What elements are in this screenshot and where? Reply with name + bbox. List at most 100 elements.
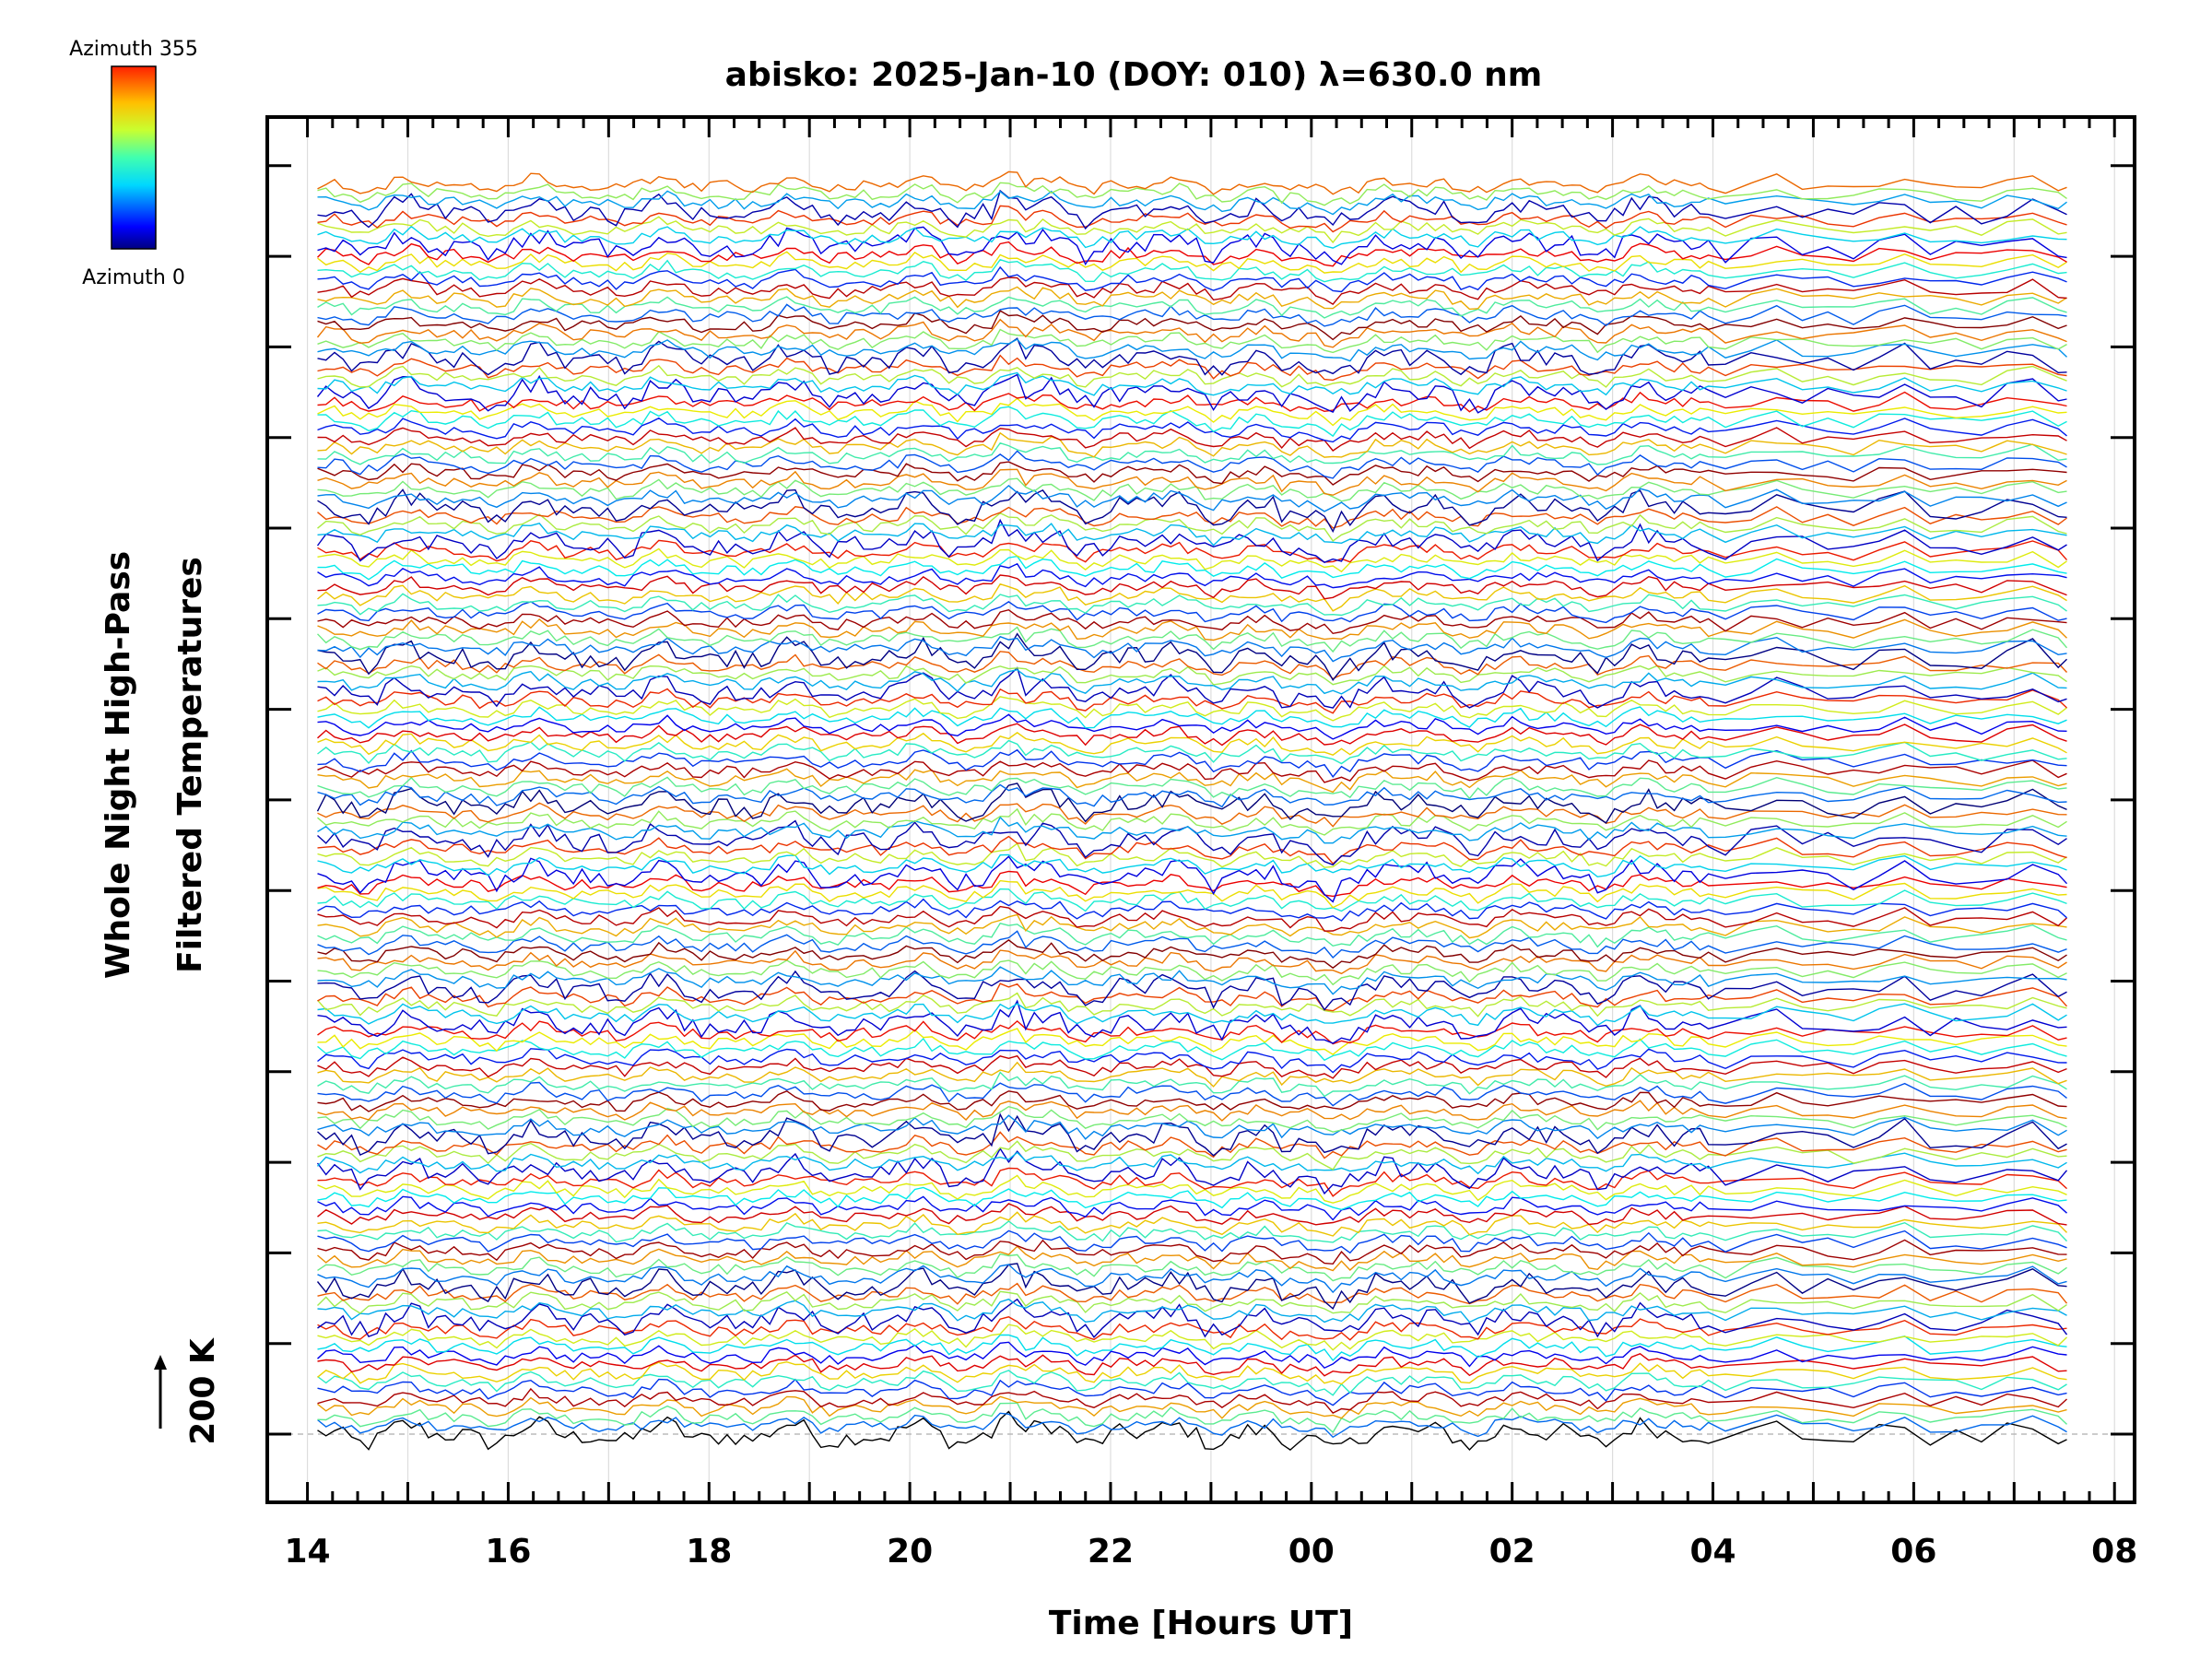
series-line <box>317 870 2067 898</box>
series-line <box>317 635 2067 663</box>
series-line <box>316 782 2067 824</box>
series-line <box>317 555 2067 581</box>
y-axis-label-line1: Whole Night High-Pass <box>100 551 137 979</box>
series-line <box>317 461 2067 486</box>
series-line <box>317 1037 2067 1062</box>
series-line <box>317 1140 2067 1171</box>
series-line <box>317 328 2067 354</box>
series-line <box>317 1028 2067 1055</box>
series-line <box>317 1105 2067 1133</box>
series-line <box>317 225 2067 249</box>
series-line <box>317 1220 2068 1243</box>
series-line <box>317 1100 2067 1122</box>
series-line <box>317 547 2067 573</box>
series-line <box>317 484 2067 512</box>
series-line <box>317 226 2067 266</box>
series-line <box>317 265 2067 293</box>
series-line <box>317 1090 2067 1112</box>
series-line <box>317 1167 2067 1197</box>
series-line <box>317 1298 2067 1324</box>
series-line <box>317 397 2067 427</box>
series-line <box>317 182 2067 206</box>
series-line <box>317 999 2067 1044</box>
series-line <box>317 632 2067 682</box>
series-line <box>317 732 2067 756</box>
series-line <box>317 905 2067 932</box>
x-tick-label: 14 <box>285 1533 331 1571</box>
series-line <box>316 992 2067 1018</box>
chart-title: abisko: 2025-Jan-10 (DOY: 010) λ=630.0 n… <box>725 56 1543 94</box>
series-line <box>317 855 2068 903</box>
series-line <box>317 618 2067 641</box>
series-line <box>317 1203 2067 1226</box>
series-line <box>317 1003 2067 1027</box>
series-line <box>317 468 2067 496</box>
series-line <box>317 853 2067 878</box>
series-line <box>317 205 2067 233</box>
series-line <box>317 1412 2067 1439</box>
series-line <box>317 431 2067 458</box>
series-line <box>317 888 2067 912</box>
series-line <box>317 939 2067 970</box>
x-tick-labels: 14 16 18 20 22 00 02 04 06 08 <box>285 1533 2138 1571</box>
series-line <box>317 816 2067 844</box>
series-line <box>317 665 2067 686</box>
series-line <box>317 523 2067 547</box>
series-line <box>317 391 2067 413</box>
series-line <box>317 1253 2067 1282</box>
series-line <box>317 190 2067 216</box>
series-line <box>317 258 2067 283</box>
x-tick-label: 08 <box>2091 1533 2137 1571</box>
series-line <box>317 768 2067 794</box>
x-tick-label: 18 <box>686 1533 732 1571</box>
scale-label: 200 K <box>184 1337 222 1445</box>
series-line <box>317 1061 2067 1088</box>
series-line <box>317 171 2067 195</box>
series-line <box>317 1131 2067 1159</box>
series-line <box>316 626 2068 653</box>
series-line <box>317 1081 2067 1107</box>
series-line <box>317 930 2067 959</box>
series-line <box>317 1071 2067 1098</box>
plot-frame <box>265 115 2136 1504</box>
series-line <box>317 982 2068 1012</box>
series-line <box>317 970 2067 1011</box>
series-line <box>317 688 2067 714</box>
series-line <box>317 668 2067 695</box>
series-line <box>317 666 2067 709</box>
series-line <box>317 251 2067 274</box>
series-line <box>317 1054 2067 1079</box>
series-line <box>317 835 2067 865</box>
x-tick-label: 16 <box>485 1533 531 1571</box>
series-line <box>316 1147 2068 1195</box>
series-line <box>317 1174 2067 1204</box>
arrow-up-icon <box>154 1355 167 1370</box>
scale-indicator: 200 K <box>154 1337 222 1445</box>
colorbar-bottom-label: Azimuth 0 <box>82 266 185 289</box>
series-line <box>317 723 2067 747</box>
series-line <box>317 949 2067 975</box>
series-line <box>317 1114 2067 1140</box>
series-line <box>317 1370 2067 1396</box>
series-line <box>317 216 2067 244</box>
x-tick-label: 04 <box>1689 1533 1735 1571</box>
series-line <box>316 518 2067 563</box>
series-line <box>317 608 2067 635</box>
series-line <box>317 759 2067 783</box>
series-line <box>317 1282 2068 1305</box>
series-line <box>317 450 2067 479</box>
series-line <box>317 1186 2067 1211</box>
series-line <box>317 303 2067 327</box>
series-line <box>317 776 2067 800</box>
series-line <box>317 783 2067 808</box>
series-line <box>317 441 2067 465</box>
series-line <box>317 819 2067 866</box>
series-line <box>317 276 2067 306</box>
series-line <box>316 1151 2067 1175</box>
series-line <box>317 739 2067 765</box>
series-line <box>317 1353 2067 1377</box>
series-line <box>317 1112 2067 1157</box>
series-line <box>317 966 2067 995</box>
series-line <box>317 1245 2067 1272</box>
colorbar-gradient <box>111 65 157 250</box>
